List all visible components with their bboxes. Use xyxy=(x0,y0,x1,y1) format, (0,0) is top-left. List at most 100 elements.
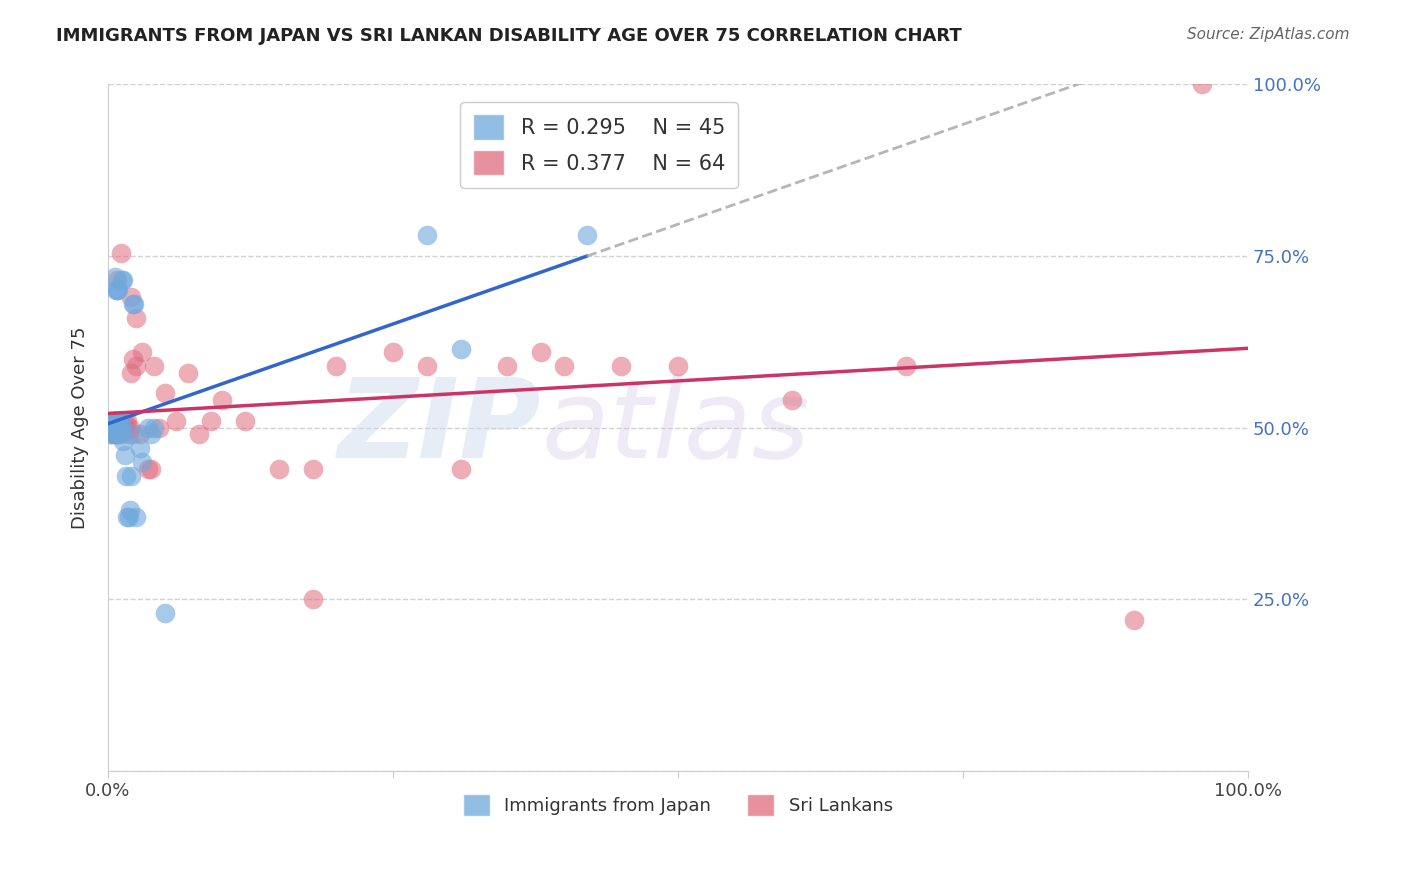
Point xyxy=(450,342,472,356)
Point xyxy=(104,427,127,442)
Point xyxy=(780,393,803,408)
Point xyxy=(267,461,290,475)
Point xyxy=(108,420,131,434)
Point xyxy=(111,273,134,287)
Point xyxy=(200,414,222,428)
Point xyxy=(104,417,127,431)
Text: atlas: atlas xyxy=(541,374,810,481)
Y-axis label: Disability Age Over 75: Disability Age Over 75 xyxy=(72,326,89,529)
Point xyxy=(103,427,125,442)
Point xyxy=(103,414,125,428)
Point xyxy=(416,228,439,243)
Point xyxy=(108,417,131,431)
Point xyxy=(142,359,165,373)
Point xyxy=(103,427,125,442)
Point xyxy=(153,606,176,620)
Point xyxy=(104,424,127,438)
Point xyxy=(117,427,139,442)
Point xyxy=(110,414,132,428)
Point xyxy=(553,359,575,373)
Point xyxy=(104,424,127,438)
Point xyxy=(381,345,404,359)
Point xyxy=(131,455,153,469)
Point xyxy=(104,283,127,297)
Point xyxy=(302,461,325,475)
Point xyxy=(610,359,633,373)
Point xyxy=(1122,613,1144,627)
Legend: Immigrants from Japan, Sri Lankans: Immigrants from Japan, Sri Lankans xyxy=(456,787,900,823)
Point xyxy=(105,420,128,434)
Point xyxy=(104,414,127,428)
Point xyxy=(118,420,141,434)
Point xyxy=(103,414,125,428)
Point xyxy=(104,420,127,434)
Point xyxy=(114,420,136,434)
Point xyxy=(103,420,125,434)
Point xyxy=(129,427,152,442)
Point xyxy=(117,414,139,428)
Point xyxy=(107,414,129,428)
Point xyxy=(302,592,325,607)
Point xyxy=(122,427,145,442)
Point xyxy=(104,417,127,431)
Point xyxy=(120,366,142,380)
Point xyxy=(325,359,347,373)
Point xyxy=(141,427,163,442)
Point xyxy=(111,427,134,442)
Point xyxy=(107,417,129,431)
Point xyxy=(104,269,127,284)
Point xyxy=(114,448,136,462)
Point xyxy=(120,468,142,483)
Point xyxy=(118,503,141,517)
Point xyxy=(100,427,122,442)
Point xyxy=(107,283,129,297)
Point xyxy=(1191,78,1213,92)
Point xyxy=(98,427,121,442)
Point xyxy=(125,359,148,373)
Point xyxy=(129,441,152,455)
Point xyxy=(122,297,145,311)
Point xyxy=(120,290,142,304)
Point xyxy=(233,414,256,428)
Point xyxy=(141,461,163,475)
Point xyxy=(136,461,159,475)
Point xyxy=(125,509,148,524)
Point xyxy=(105,427,128,442)
Point xyxy=(108,424,131,438)
Point xyxy=(136,420,159,434)
Point xyxy=(98,424,121,438)
Point xyxy=(101,417,124,431)
Point xyxy=(450,461,472,475)
Text: Source: ZipAtlas.com: Source: ZipAtlas.com xyxy=(1187,27,1350,42)
Point xyxy=(496,359,519,373)
Point xyxy=(104,414,127,428)
Point xyxy=(110,245,132,260)
Point xyxy=(105,424,128,438)
Point xyxy=(110,420,132,434)
Point xyxy=(98,417,121,431)
Point xyxy=(211,393,233,408)
Point xyxy=(177,366,200,380)
Point xyxy=(98,420,121,434)
Point xyxy=(103,414,125,428)
Point xyxy=(101,420,124,434)
Point xyxy=(575,228,598,243)
Point xyxy=(111,273,134,287)
Point xyxy=(416,359,439,373)
Point xyxy=(104,420,127,434)
Point xyxy=(100,414,122,428)
Point xyxy=(122,351,145,366)
Point xyxy=(188,427,211,442)
Point xyxy=(153,386,176,401)
Point xyxy=(142,420,165,434)
Point xyxy=(111,417,134,431)
Point xyxy=(107,414,129,428)
Point xyxy=(530,345,553,359)
Point xyxy=(108,427,131,442)
Text: ZIP: ZIP xyxy=(337,374,541,481)
Point xyxy=(122,297,145,311)
Point xyxy=(117,509,139,524)
Point xyxy=(165,414,187,428)
Point xyxy=(105,273,128,287)
Point xyxy=(131,345,153,359)
